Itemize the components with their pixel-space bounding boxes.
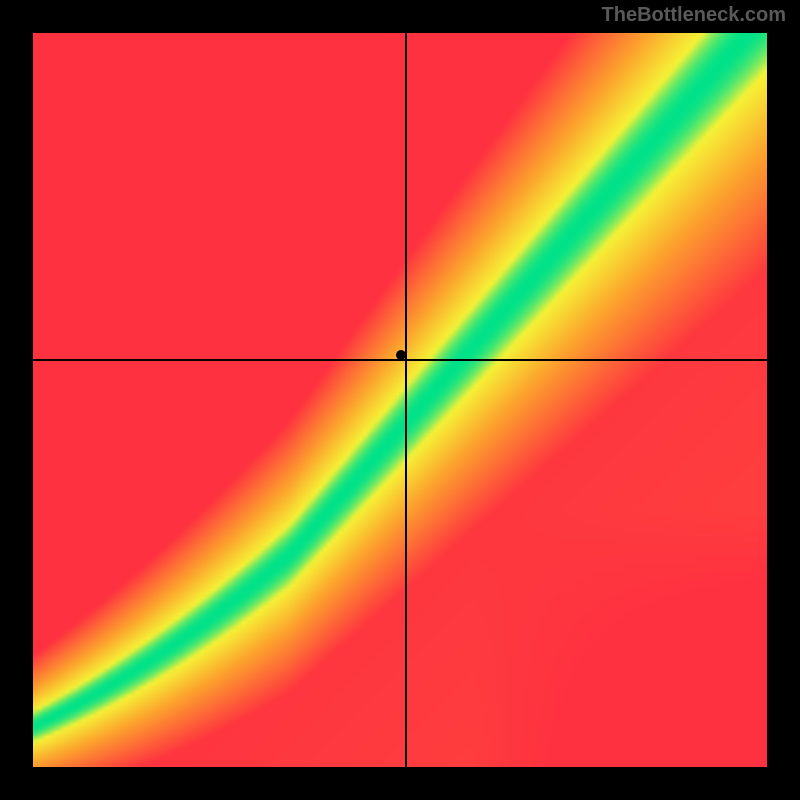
- frame-right: [767, 0, 800, 800]
- frame-bottom: [0, 767, 800, 800]
- bottleneck-heatmap: [33, 33, 767, 767]
- frame-left: [0, 0, 33, 800]
- attribution-text: TheBottleneck.com: [602, 4, 786, 27]
- crosshair-vertical: [405, 33, 407, 767]
- chart-container: TheBottleneck.com: [0, 0, 800, 800]
